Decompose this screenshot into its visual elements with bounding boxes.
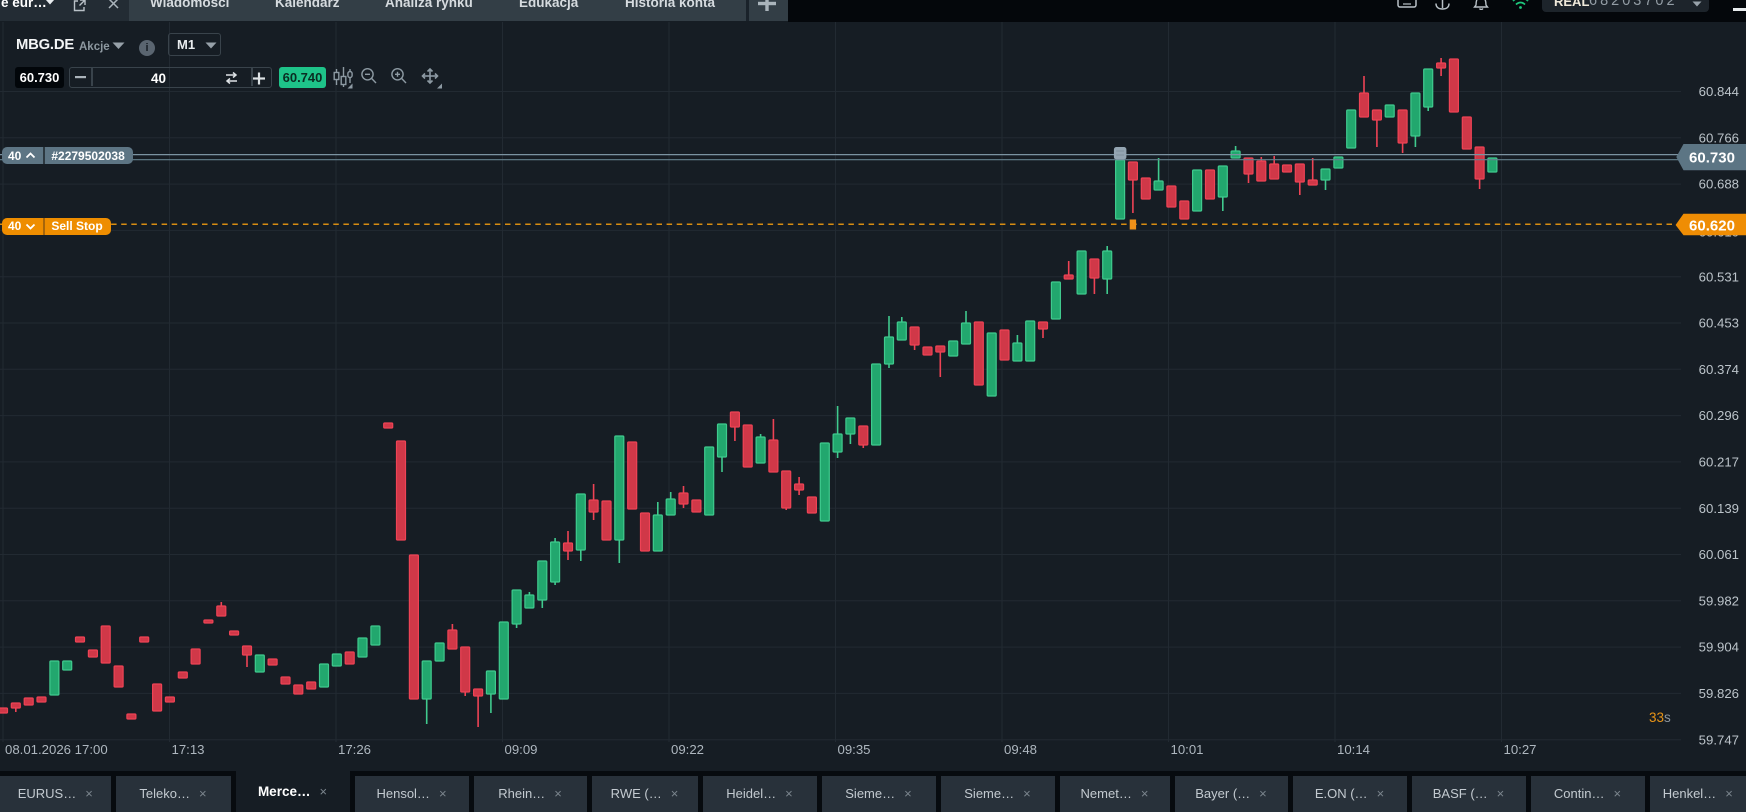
svg-text:60.620: 60.620 [1689, 218, 1735, 235]
svg-text:60.844: 60.844 [1699, 84, 1739, 99]
svg-text:09:09: 09:09 [505, 742, 538, 757]
svg-text:09:48: 09:48 [1004, 742, 1037, 757]
svg-text:10:27: 10:27 [1504, 742, 1537, 757]
svg-text:33s: 33s [1649, 710, 1671, 725]
svg-text:17:13: 17:13 [172, 742, 205, 757]
svg-text:09:35: 09:35 [838, 742, 871, 757]
svg-text:17:26: 17:26 [338, 742, 371, 757]
svg-text:59.982: 59.982 [1699, 593, 1739, 608]
svg-text:59.747: 59.747 [1699, 732, 1739, 747]
svg-text:59.904: 59.904 [1699, 640, 1739, 655]
svg-text:10:01: 10:01 [1171, 742, 1204, 757]
svg-text:08.01.2026 17:00: 08.01.2026 17:00 [5, 742, 108, 757]
svg-text:60.766: 60.766 [1699, 130, 1739, 145]
svg-text:60.688: 60.688 [1699, 177, 1739, 192]
svg-text:60.139: 60.139 [1699, 501, 1739, 516]
svg-text:60.296: 60.296 [1699, 408, 1739, 423]
svg-text:60.061: 60.061 [1699, 547, 1739, 562]
svg-text:60.531: 60.531 [1699, 269, 1739, 284]
svg-text:09:22: 09:22 [671, 742, 704, 757]
svg-text:60.374: 60.374 [1699, 362, 1739, 377]
svg-text:10:14: 10:14 [1337, 742, 1370, 757]
svg-text:60.730: 60.730 [1689, 150, 1735, 167]
svg-text:59.826: 59.826 [1699, 686, 1739, 701]
svg-text:60.453: 60.453 [1699, 316, 1739, 331]
svg-text:60.217: 60.217 [1699, 455, 1739, 470]
